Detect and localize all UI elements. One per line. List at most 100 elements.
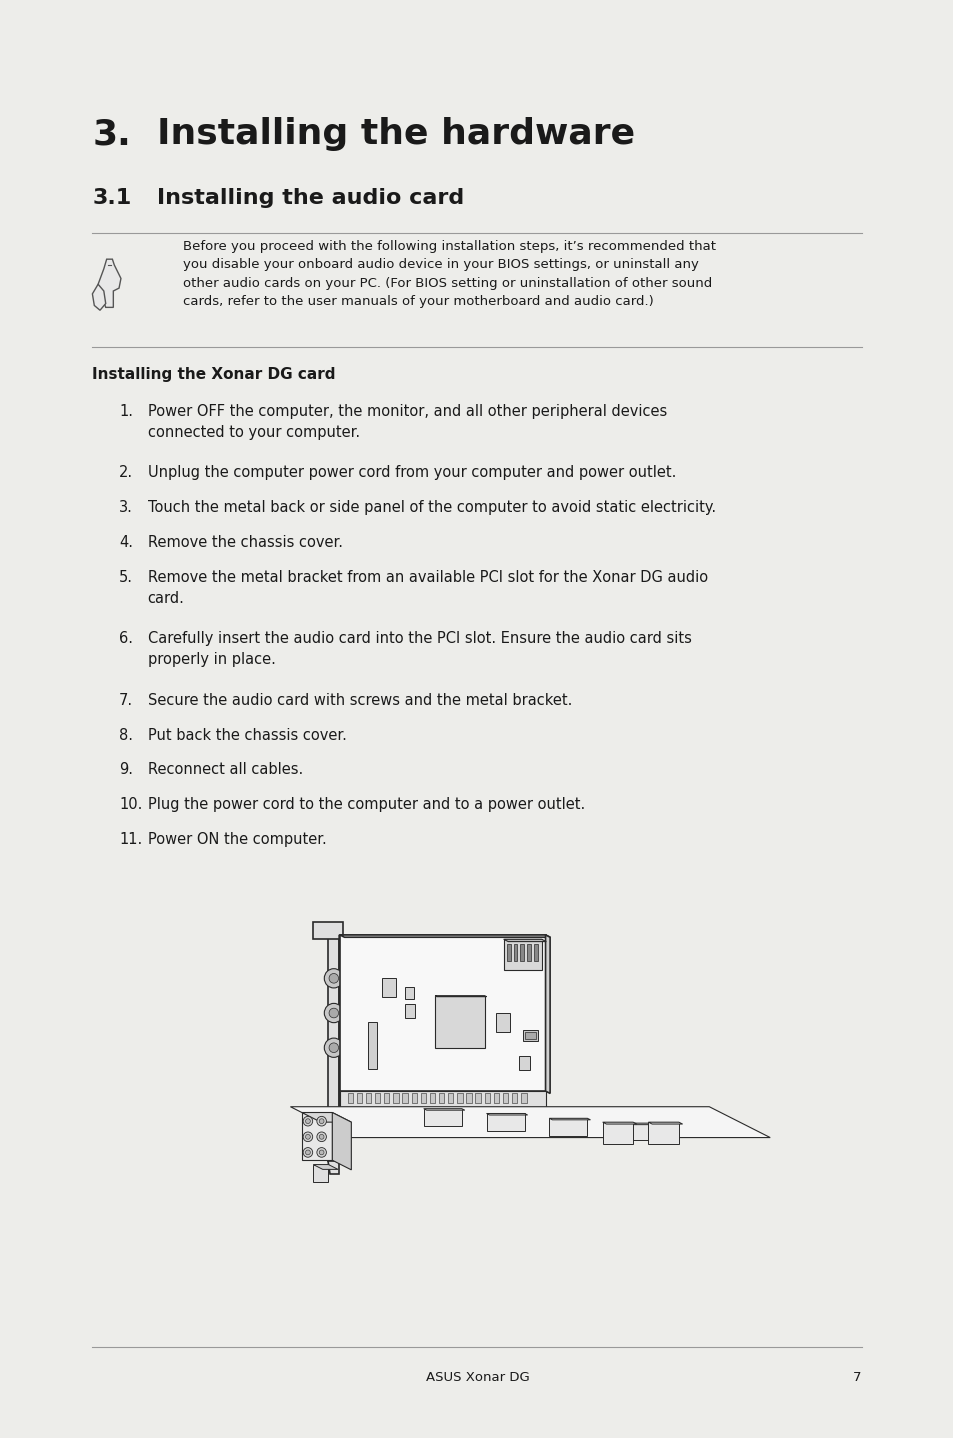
Circle shape — [324, 969, 343, 988]
Text: 1.: 1. — [119, 404, 132, 418]
Polygon shape — [313, 1165, 337, 1169]
Circle shape — [329, 974, 338, 984]
Circle shape — [305, 1119, 310, 1123]
Circle shape — [305, 1135, 310, 1139]
Polygon shape — [290, 1107, 769, 1137]
Polygon shape — [545, 935, 550, 1093]
Polygon shape — [430, 1093, 435, 1103]
FancyBboxPatch shape — [330, 1127, 337, 1142]
Text: 5.: 5. — [119, 569, 132, 585]
Circle shape — [316, 1148, 326, 1158]
Text: 3.1: 3.1 — [92, 188, 132, 209]
Circle shape — [303, 1116, 313, 1126]
Text: 7.: 7. — [119, 693, 133, 707]
Polygon shape — [98, 259, 121, 308]
Polygon shape — [456, 1093, 462, 1103]
Polygon shape — [648, 1122, 679, 1143]
Polygon shape — [328, 1160, 339, 1173]
Polygon shape — [648, 1122, 682, 1125]
Circle shape — [305, 1150, 310, 1155]
Circle shape — [303, 1132, 313, 1142]
Text: 10.: 10. — [119, 797, 142, 812]
Polygon shape — [475, 1093, 480, 1103]
Polygon shape — [513, 943, 517, 961]
Polygon shape — [328, 935, 339, 1160]
Polygon shape — [534, 943, 537, 961]
Circle shape — [316, 1116, 326, 1126]
Circle shape — [329, 1008, 338, 1018]
Polygon shape — [503, 939, 541, 969]
Polygon shape — [496, 1012, 509, 1032]
Polygon shape — [356, 1093, 361, 1103]
Text: 2.: 2. — [119, 466, 133, 480]
Text: Installing the audio card: Installing the audio card — [157, 188, 464, 209]
Polygon shape — [384, 1093, 389, 1103]
Polygon shape — [339, 1091, 545, 1107]
Polygon shape — [549, 1119, 590, 1120]
Circle shape — [319, 1135, 324, 1139]
Polygon shape — [92, 285, 106, 311]
Text: Plug the power cord to the computer and to a power outlet.: Plug the power cord to the computer and … — [148, 797, 584, 812]
Polygon shape — [393, 1093, 398, 1103]
Text: Remove the metal bracket from an available PCI slot for the Xonar DG audio
card.: Remove the metal bracket from an availab… — [148, 569, 707, 605]
Polygon shape — [466, 1093, 471, 1103]
Polygon shape — [518, 1057, 529, 1070]
Polygon shape — [411, 1093, 416, 1103]
Polygon shape — [448, 1093, 453, 1103]
Polygon shape — [381, 978, 395, 998]
Circle shape — [324, 1004, 343, 1022]
Text: 8.: 8. — [119, 728, 132, 742]
Polygon shape — [506, 943, 510, 961]
Polygon shape — [494, 1093, 498, 1103]
Polygon shape — [402, 1093, 407, 1103]
Circle shape — [319, 1150, 324, 1155]
Polygon shape — [484, 1093, 490, 1103]
Polygon shape — [420, 1093, 426, 1103]
Polygon shape — [435, 995, 484, 1048]
Polygon shape — [503, 939, 546, 942]
Polygon shape — [502, 1093, 508, 1103]
Polygon shape — [365, 1093, 371, 1103]
Polygon shape — [486, 1113, 527, 1114]
Polygon shape — [520, 1093, 526, 1103]
Polygon shape — [612, 1123, 653, 1125]
Text: Installing the Xonar DG card: Installing the Xonar DG card — [92, 367, 335, 383]
Polygon shape — [313, 1165, 328, 1182]
Polygon shape — [313, 922, 342, 939]
Polygon shape — [549, 1119, 587, 1136]
Text: Secure the audio card with screws and the metal bracket.: Secure the audio card with screws and th… — [148, 693, 572, 707]
Polygon shape — [332, 1113, 351, 1171]
Polygon shape — [524, 1032, 535, 1040]
Text: 11.: 11. — [119, 831, 142, 847]
Text: Power OFF the computer, the monitor, and all other peripheral devices
connected : Power OFF the computer, the monitor, and… — [148, 404, 666, 440]
Text: 6.: 6. — [119, 631, 132, 646]
Circle shape — [324, 1038, 343, 1057]
Polygon shape — [438, 1093, 444, 1103]
Polygon shape — [347, 1093, 353, 1103]
Polygon shape — [512, 1093, 517, 1103]
Text: ASUS Xonar DG: ASUS Xonar DG — [426, 1370, 529, 1383]
Circle shape — [329, 1043, 338, 1053]
Polygon shape — [404, 1004, 415, 1018]
Text: 3.: 3. — [119, 500, 132, 515]
Polygon shape — [486, 1113, 524, 1130]
Text: Remove the chassis cover.: Remove the chassis cover. — [148, 535, 342, 549]
Polygon shape — [339, 935, 550, 938]
Polygon shape — [423, 1109, 461, 1126]
Polygon shape — [301, 1113, 332, 1160]
Polygon shape — [527, 943, 531, 961]
Text: Installing the hardware: Installing the hardware — [157, 118, 635, 151]
Polygon shape — [602, 1122, 633, 1143]
Polygon shape — [522, 1031, 537, 1041]
Circle shape — [303, 1148, 313, 1158]
Polygon shape — [375, 1093, 380, 1103]
Text: 4.: 4. — [119, 535, 132, 549]
Circle shape — [319, 1119, 324, 1123]
Polygon shape — [520, 943, 523, 961]
Text: Touch the metal back or side panel of the computer to avoid static electricity.: Touch the metal back or side panel of th… — [148, 500, 715, 515]
Polygon shape — [339, 935, 545, 1091]
Text: Put back the chassis cover.: Put back the chassis cover. — [148, 728, 346, 742]
Polygon shape — [612, 1123, 650, 1140]
Polygon shape — [404, 986, 414, 999]
Text: 3.: 3. — [92, 118, 131, 151]
